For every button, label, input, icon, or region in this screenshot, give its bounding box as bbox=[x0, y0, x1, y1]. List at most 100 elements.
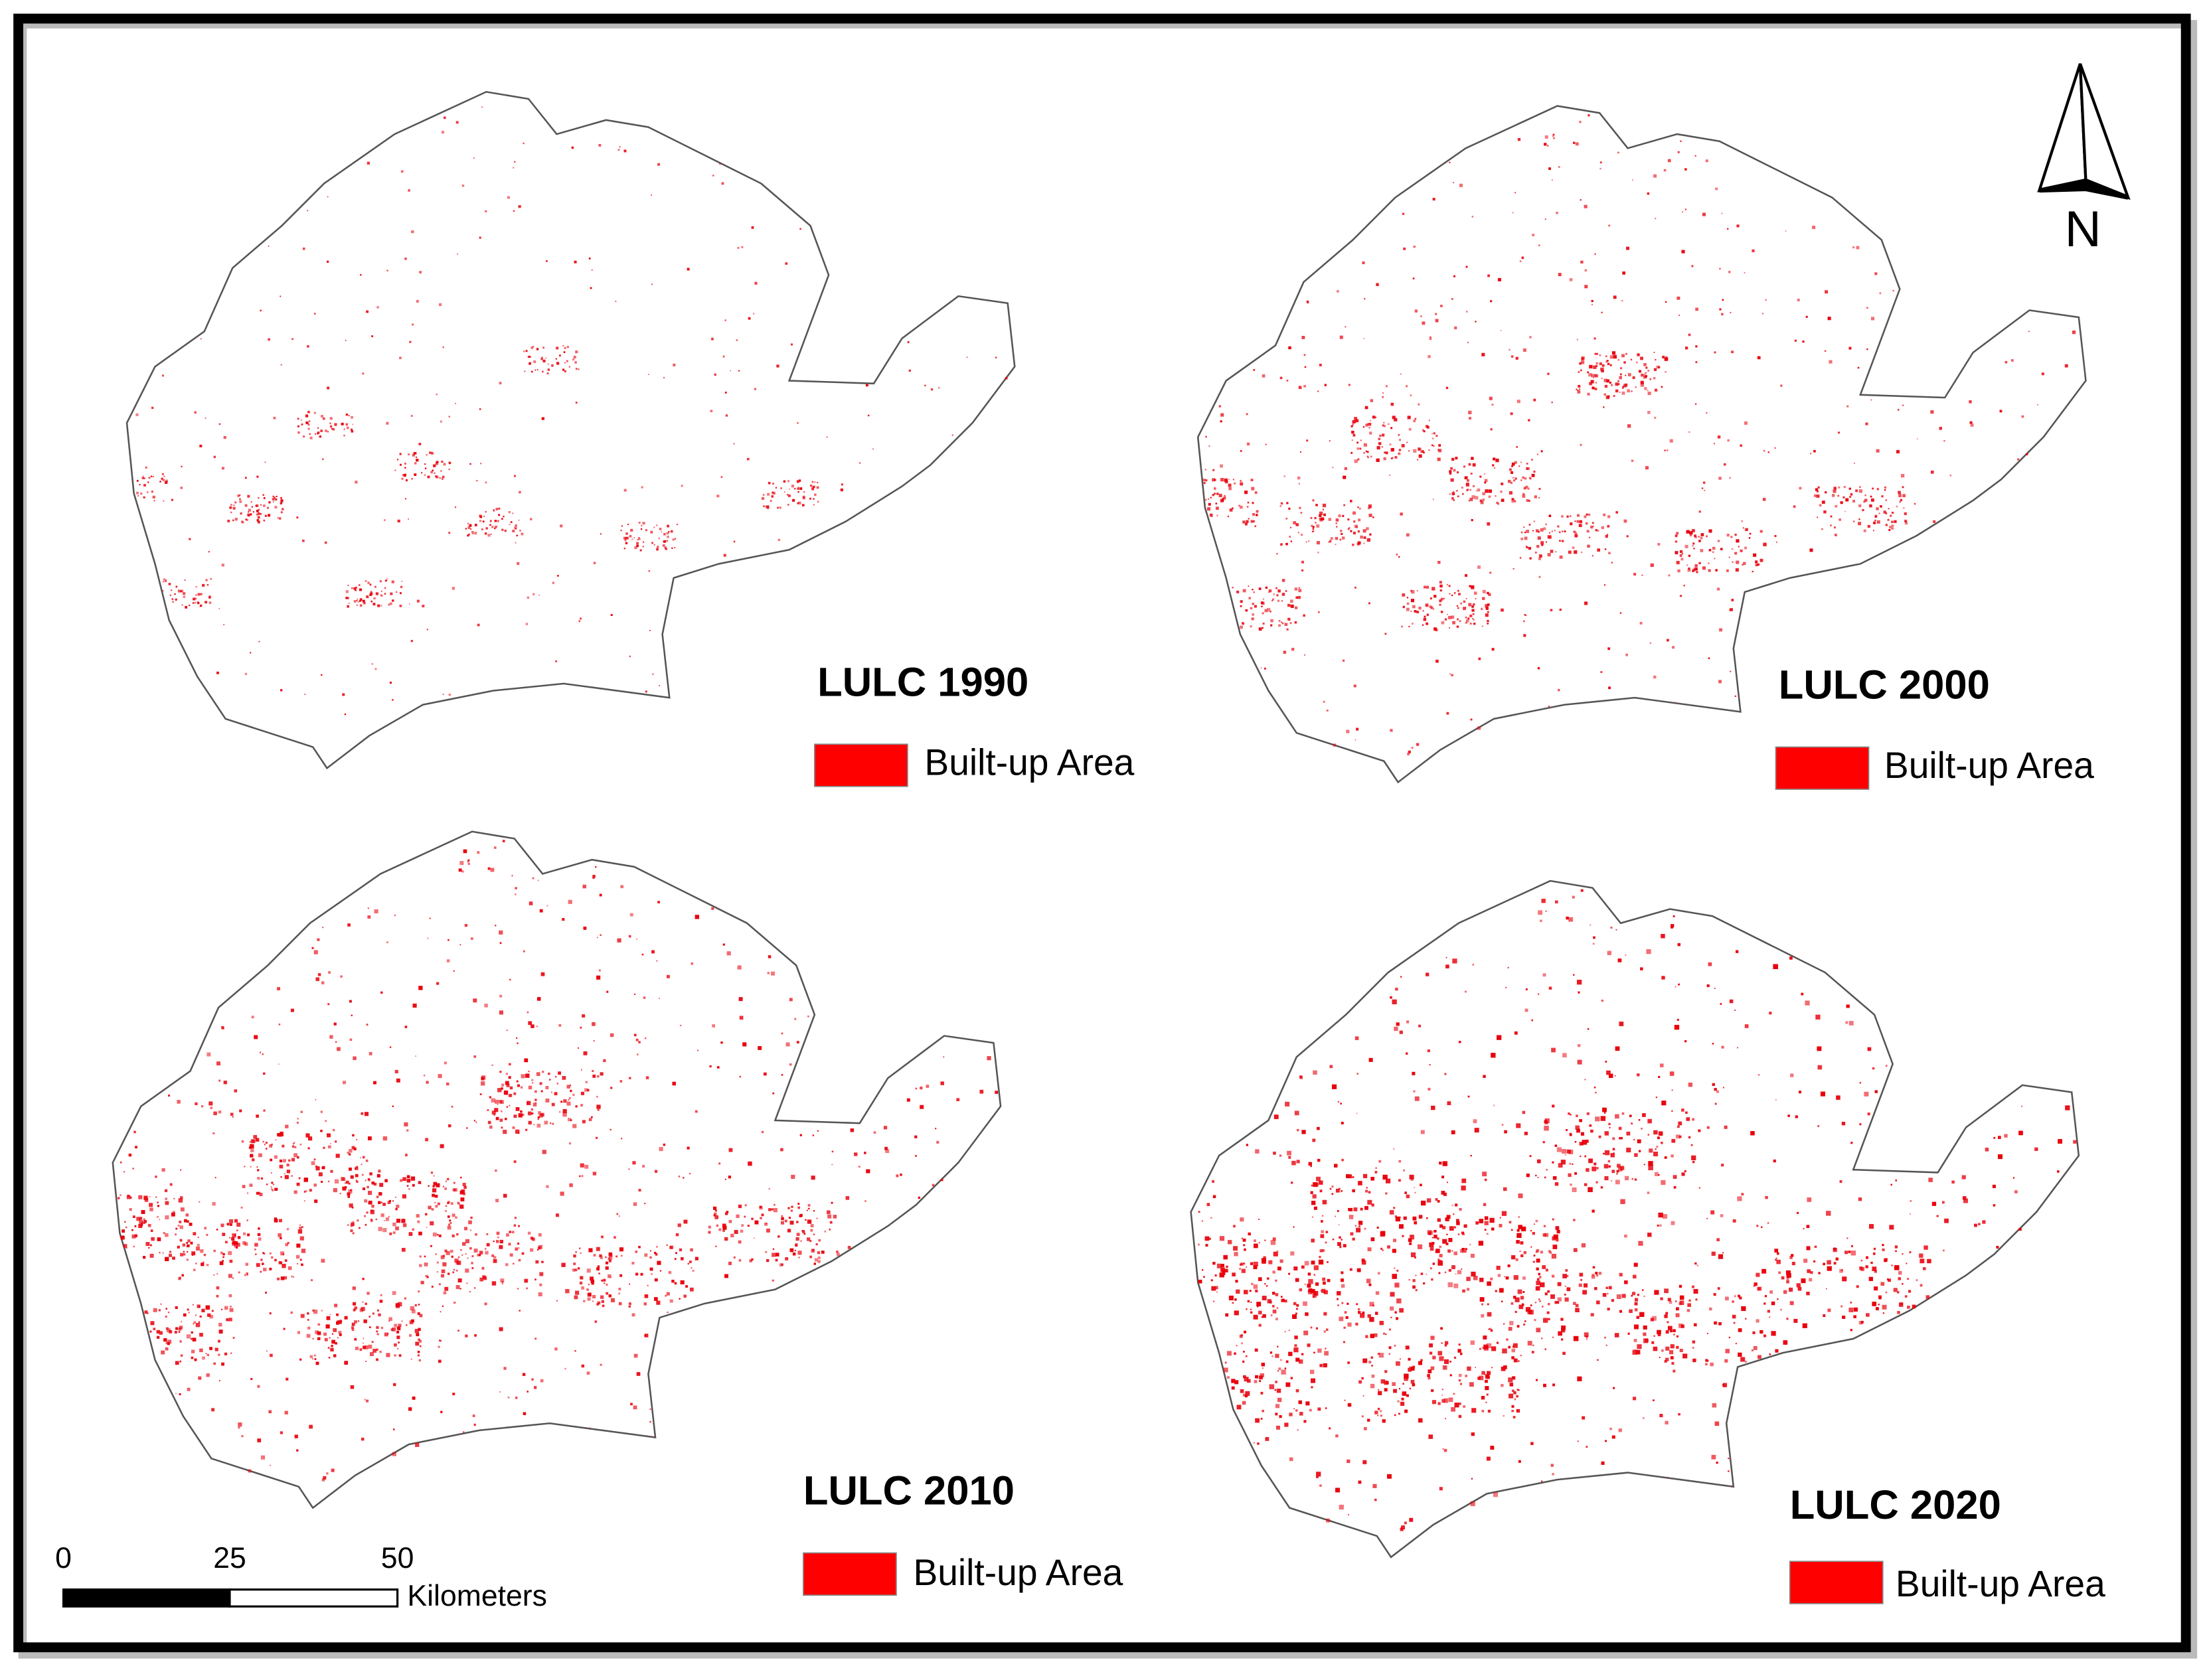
built-up-pixel bbox=[1482, 492, 1486, 496]
built-up-pixel bbox=[317, 973, 321, 976]
built-up-pixel bbox=[367, 1292, 370, 1295]
built-up-pixel bbox=[1706, 1126, 1710, 1129]
built-up-pixel bbox=[740, 1229, 744, 1233]
built-up-pixel bbox=[1451, 1407, 1456, 1412]
built-up-pixel bbox=[513, 1224, 517, 1227]
built-up-pixel bbox=[1465, 483, 1470, 487]
built-up-pixel bbox=[1439, 584, 1443, 588]
built-up-pixel bbox=[650, 530, 653, 534]
built-up-pixel bbox=[1442, 1225, 1446, 1229]
built-up-pixel bbox=[908, 369, 911, 372]
built-up-pixel bbox=[1569, 515, 1572, 517]
built-up-pixel bbox=[379, 1183, 384, 1187]
built-up-pixel bbox=[433, 1175, 435, 1177]
built-up-pixel bbox=[1447, 1282, 1453, 1288]
built-up-pixel bbox=[376, 1330, 378, 1333]
built-up-pixel bbox=[190, 1241, 193, 1245]
built-up-pixel bbox=[1688, 1083, 1693, 1087]
built-up-pixel bbox=[1584, 601, 1588, 605]
built-up-pixel bbox=[574, 260, 577, 264]
built-up-pixel bbox=[1461, 1247, 1467, 1253]
built-up-pixel bbox=[1393, 1207, 1396, 1209]
built-up-pixel bbox=[789, 998, 793, 1002]
built-up-pixel bbox=[1688, 1136, 1691, 1139]
built-up-pixel bbox=[314, 1199, 318, 1203]
built-up-pixel bbox=[1522, 620, 1525, 623]
built-up-pixel bbox=[245, 518, 247, 520]
built-up-pixel bbox=[1426, 425, 1430, 429]
built-up-pixel bbox=[293, 1153, 298, 1158]
built-up-pixel bbox=[394, 1324, 398, 1328]
built-up-pixel bbox=[1654, 388, 1658, 392]
built-up-pixel bbox=[199, 444, 203, 447]
built-up-pixel bbox=[1268, 591, 1270, 593]
built-up-pixel bbox=[1702, 212, 1706, 216]
built-up-pixel bbox=[938, 387, 940, 389]
built-up-pixel bbox=[284, 1411, 288, 1414]
built-up-pixel bbox=[1252, 589, 1254, 591]
built-up-pixel bbox=[222, 1233, 226, 1237]
built-up-pixel bbox=[465, 1253, 467, 1255]
built-up-pixel bbox=[181, 589, 184, 593]
built-up-pixel bbox=[232, 1116, 234, 1118]
built-up-pixel bbox=[1253, 368, 1256, 371]
built-up-pixel bbox=[143, 1195, 148, 1200]
built-up-pixel bbox=[1649, 1148, 1653, 1153]
built-up-pixel bbox=[364, 1199, 368, 1203]
built-up-pixel bbox=[540, 1379, 544, 1383]
built-up-pixel bbox=[513, 167, 515, 169]
built-up-pixel bbox=[591, 269, 593, 271]
built-up-pixel bbox=[251, 1016, 254, 1019]
built-up-pixel bbox=[262, 1252, 264, 1255]
built-up-pixel bbox=[1433, 432, 1435, 435]
built-up-pixel bbox=[404, 1122, 408, 1127]
built-up-pixel bbox=[1335, 518, 1339, 522]
built-up-pixel bbox=[1681, 1108, 1684, 1112]
built-up-pixel bbox=[327, 196, 329, 198]
built-up-pixel bbox=[448, 693, 451, 696]
built-up-pixel bbox=[351, 1328, 355, 1332]
built-up-pixel bbox=[1252, 513, 1255, 516]
built-up-pixel bbox=[260, 1177, 264, 1180]
built-up-pixel bbox=[368, 1344, 372, 1349]
built-up-pixel bbox=[797, 491, 799, 493]
built-up-pixel bbox=[305, 414, 309, 418]
built-up-pixel bbox=[444, 1286, 449, 1291]
built-up-pixel bbox=[315, 1165, 318, 1168]
built-up-pixel bbox=[1423, 617, 1427, 621]
built-up-pixel bbox=[979, 1089, 984, 1094]
built-up-pixel bbox=[600, 1295, 604, 1299]
built-up-pixel bbox=[1516, 400, 1520, 404]
built-up-pixel bbox=[683, 1177, 685, 1179]
built-up-pixel bbox=[1612, 1137, 1615, 1140]
built-up-pixel bbox=[503, 1090, 509, 1095]
built-up-pixel bbox=[536, 1026, 538, 1028]
built-up-pixel bbox=[410, 1306, 415, 1311]
built-up-pixel bbox=[123, 1171, 125, 1173]
built-up-pixel bbox=[359, 1348, 363, 1351]
built-up-pixel bbox=[442, 346, 444, 348]
built-up-pixel bbox=[1595, 365, 1597, 367]
built-up-pixel bbox=[641, 524, 643, 527]
built-up-pixel bbox=[1390, 457, 1393, 459]
built-up-pixel bbox=[1281, 622, 1284, 625]
built-up-pixel bbox=[801, 504, 805, 506]
built-up-pixel bbox=[551, 1103, 555, 1107]
built-up-pixel bbox=[741, 1224, 744, 1227]
built-up-pixel bbox=[1473, 1276, 1478, 1280]
built-up-pixel bbox=[1580, 199, 1582, 201]
built-up-pixel bbox=[1857, 366, 1860, 369]
built-up-pixel bbox=[797, 487, 799, 491]
built-up-pixel bbox=[1607, 362, 1610, 365]
built-up-pixel bbox=[534, 369, 536, 371]
built-up-pixel bbox=[785, 1257, 789, 1260]
built-up-pixel bbox=[1319, 511, 1323, 516]
built-up-pixel bbox=[218, 1380, 220, 1382]
built-up-pixel bbox=[537, 1246, 541, 1250]
built-up-pixel bbox=[1655, 358, 1657, 361]
built-up-pixel bbox=[1843, 486, 1846, 489]
built-up-pixel bbox=[1671, 1154, 1674, 1158]
built-up-pixel bbox=[309, 1424, 313, 1429]
built-up-pixel bbox=[1706, 412, 1708, 414]
built-up-pixel bbox=[811, 1176, 815, 1180]
